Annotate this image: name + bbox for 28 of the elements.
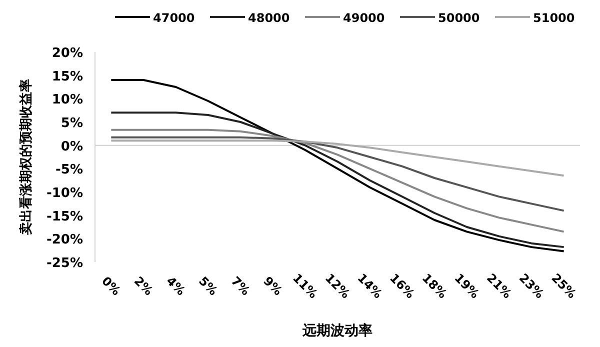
legend-label: 51000 xyxy=(533,11,575,25)
legend-label: 50000 xyxy=(438,11,480,25)
line-series xyxy=(110,128,565,233)
x-tick-label: 5% xyxy=(196,274,220,298)
y-tick-label: -5% xyxy=(56,162,83,178)
y-tick-label: 15% xyxy=(52,69,83,84)
y-tick-label: -10% xyxy=(46,186,83,201)
line-series xyxy=(110,79,565,252)
y-tick-label: -15% xyxy=(46,209,83,224)
legend-label: 48000 xyxy=(248,11,290,25)
y-tick-label: 10% xyxy=(52,92,83,108)
y-axis-title: 卖出看涨期权的预期收益率 xyxy=(18,79,34,235)
y-tick-label: -25% xyxy=(46,256,83,271)
x-tick-label: 9% xyxy=(260,274,285,298)
y-tick-label: 5% xyxy=(60,116,83,131)
x-tick-label: 7% xyxy=(228,274,253,298)
line-series xyxy=(110,112,565,248)
legend-label: 47000 xyxy=(153,11,195,25)
y-tick-label: 20% xyxy=(52,46,83,61)
y-tick-label: 0% xyxy=(60,139,83,154)
x-tick-label: 4% xyxy=(164,274,188,298)
x-axis-title: 远期波动率 xyxy=(302,322,372,339)
line-series xyxy=(110,140,565,177)
x-tick-label: 2% xyxy=(131,274,156,298)
line-series xyxy=(110,136,565,212)
x-tick-label: 0% xyxy=(99,274,124,298)
y-tick-label: -20% xyxy=(46,232,83,248)
legend-label: 49000 xyxy=(343,11,385,25)
